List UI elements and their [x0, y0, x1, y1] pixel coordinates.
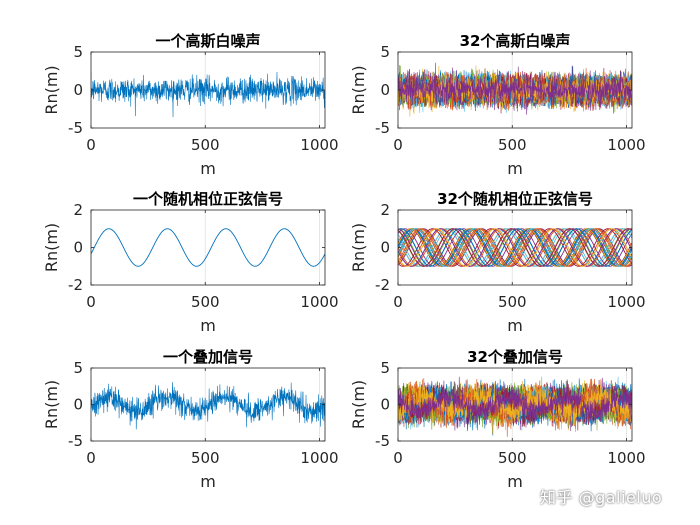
y-axis-label: Rn(m): [349, 223, 368, 272]
series-line: [398, 228, 632, 267]
x-tick-label: 500: [498, 449, 527, 467]
x-tick-label: 500: [191, 293, 220, 311]
series-line: [91, 228, 325, 267]
series-line: [398, 228, 632, 267]
y-tick-label: -5: [68, 119, 83, 137]
chart-title: 32个高斯白噪声: [460, 32, 571, 50]
x-tick-label: 1000: [300, 449, 338, 467]
x-tick-label: 1000: [607, 136, 645, 154]
y-tick-label: -2: [68, 276, 83, 294]
chart-title: 32个叠加信号: [467, 348, 563, 366]
chart-title: 一个高斯白噪声: [155, 32, 260, 50]
y-axis-label: Rn(m): [349, 380, 368, 429]
series-group: [398, 228, 632, 267]
series-group: [91, 228, 325, 267]
y-axis-label: Rn(m): [42, 223, 61, 272]
y-tick-label: -5: [68, 432, 83, 450]
x-axis-label: m: [507, 159, 523, 178]
y-tick-label: -5: [375, 432, 390, 450]
x-tick-label: 0: [86, 136, 96, 154]
y-axis-label: Rn(m): [42, 65, 61, 114]
y-tick-label: 0: [73, 81, 83, 99]
series-line: [398, 228, 632, 267]
series-line: [398, 228, 632, 267]
series-line: [91, 71, 325, 118]
y-tick-label: 5: [73, 43, 83, 61]
x-tick-label: 0: [86, 293, 96, 311]
watermark: 知乎 @galieluo: [540, 488, 663, 507]
y-tick-label: 5: [73, 359, 83, 377]
y-tick-label: 0: [73, 239, 83, 257]
x-tick-label: 500: [498, 293, 527, 311]
y-tick-label: -2: [375, 276, 390, 294]
series-line: [398, 228, 632, 267]
x-tick-label: 1000: [300, 136, 338, 154]
x-axis-label: m: [200, 472, 216, 491]
series-line: [398, 62, 632, 111]
y-tick-label: 2: [380, 201, 390, 219]
x-axis-label: m: [507, 472, 523, 491]
y-tick-label: -5: [375, 119, 390, 137]
y-tick-label: 0: [380, 396, 390, 414]
x-tick-label: 500: [191, 449, 220, 467]
series-line: [398, 228, 632, 267]
y-tick-label: 2: [73, 201, 83, 219]
series-group: [398, 376, 632, 437]
chart-title: 32个随机相位正弦信号: [437, 190, 593, 208]
x-tick-label: 0: [86, 449, 96, 467]
series-line: [398, 376, 632, 425]
y-tick-label: 0: [73, 396, 83, 414]
y-tick-label: 0: [380, 81, 390, 99]
x-tick-label: 1000: [607, 293, 645, 311]
y-axis-label: Rn(m): [349, 65, 368, 114]
y-tick-label: 5: [380, 359, 390, 377]
y-tick-label: 0: [380, 239, 390, 257]
x-tick-label: 1000: [607, 449, 645, 467]
series-group: [91, 71, 325, 118]
x-tick-label: 0: [393, 449, 403, 467]
x-axis-label: m: [200, 159, 216, 178]
x-axis-label: m: [200, 316, 216, 335]
series-line: [398, 228, 632, 267]
series-line: [91, 382, 325, 430]
x-tick-label: 0: [393, 293, 403, 311]
x-tick-label: 0: [393, 136, 403, 154]
series-line: [398, 228, 632, 267]
y-axis-label: Rn(m): [42, 380, 61, 429]
x-axis-label: m: [507, 316, 523, 335]
y-tick-label: 5: [380, 43, 390, 61]
series-line: [398, 228, 632, 267]
axes-box: [90, 209, 326, 286]
series-group: [398, 62, 632, 117]
chart-title: 一个叠加信号: [163, 348, 253, 366]
series-group: [91, 382, 325, 430]
series-line: [398, 228, 632, 267]
x-tick-label: 500: [498, 136, 527, 154]
chart-title: 一个随机相位正弦信号: [133, 190, 283, 208]
x-tick-label: 500: [191, 136, 220, 154]
x-tick-label: 1000: [300, 293, 338, 311]
